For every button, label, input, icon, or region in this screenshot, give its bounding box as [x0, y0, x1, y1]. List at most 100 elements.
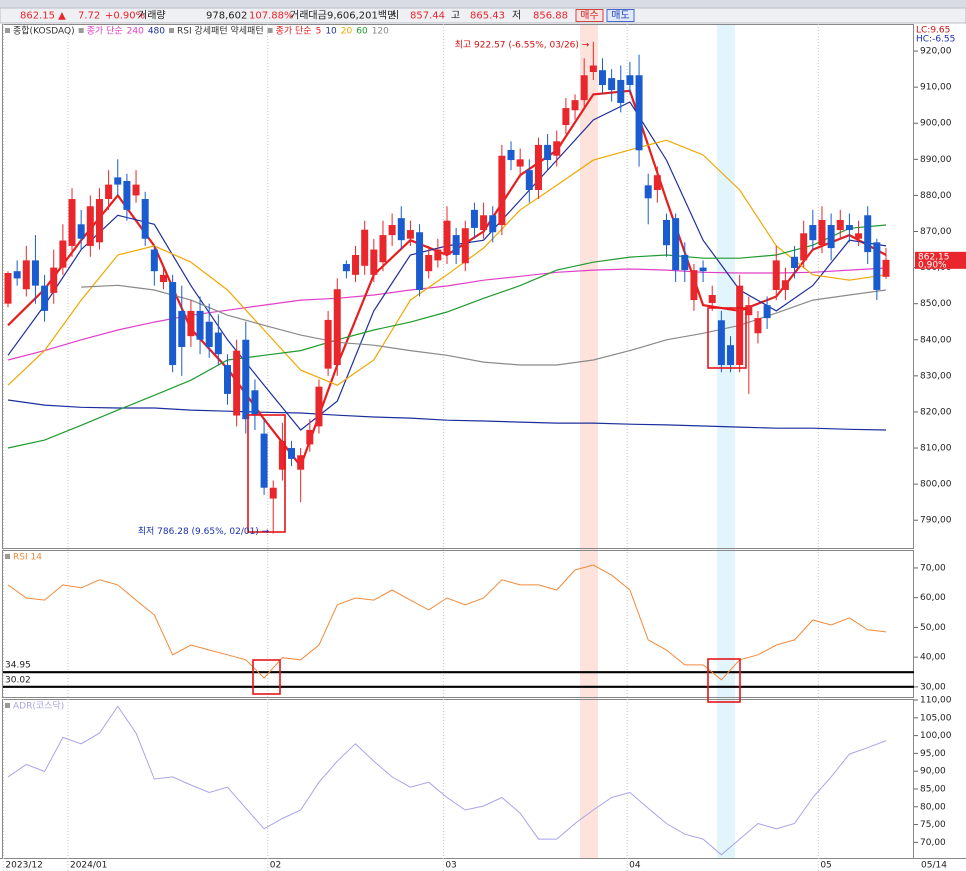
- pattern-box: [247, 414, 286, 533]
- pattern-box: [707, 658, 741, 703]
- candle-body: [763, 305, 771, 319]
- sell-button[interactable]: [606, 9, 635, 22]
- x-tick-label: 02: [270, 861, 281, 871]
- sell-label[interactable]: 매도: [611, 10, 629, 22]
- candle-body: [498, 155, 506, 226]
- x-tick-label: 2024/01: [70, 861, 107, 871]
- candle-body: [580, 75, 588, 101]
- rsi-panel: [2, 550, 914, 698]
- candle-body: [4, 273, 12, 304]
- moving-average: [7, 224, 887, 449]
- candle-body: [544, 144, 552, 161]
- moving-average: [7, 101, 887, 431]
- candle-body: [754, 318, 762, 334]
- candle-body: [845, 225, 853, 231]
- pattern-boxes: [247, 307, 747, 703]
- buy-label[interactable]: 매수: [580, 10, 598, 22]
- candle-body: [425, 254, 433, 272]
- legend-entry: 240: [127, 27, 144, 37]
- legend-entry: 10: [325, 27, 337, 37]
- candle-body: [123, 180, 131, 210]
- candle-body: [836, 219, 844, 231]
- candle-body: [681, 254, 689, 271]
- adr-panel: [2, 699, 914, 859]
- candle-body: [434, 249, 442, 261]
- candle-body: [791, 256, 799, 268]
- level-label: 34.95: [5, 661, 31, 671]
- buy-button[interactable]: [575, 9, 604, 22]
- candle-body: [105, 184, 113, 200]
- candle-body: [13, 271, 21, 279]
- candle-body: [260, 433, 268, 488]
- legend-pattern: RSI 강세패턴 약세패턴: [177, 25, 264, 37]
- candle-body: [589, 65, 597, 72]
- pattern-box: [252, 659, 281, 695]
- candle-body: [77, 224, 85, 239]
- y-tick-label: 800,00: [920, 480, 952, 490]
- y-tick-label: 90,00: [920, 767, 946, 777]
- y-tick-label: 880,00: [920, 191, 952, 201]
- y-tick-label: 80,00: [920, 802, 946, 812]
- candle-body: [745, 305, 753, 316]
- y-tick-label: 920,00: [920, 47, 952, 57]
- candle-body: [388, 225, 396, 236]
- range-label: LC:9.65: [916, 26, 950, 36]
- candle-body: [22, 260, 30, 290]
- candle-body: [114, 177, 122, 185]
- candle-body: [653, 175, 661, 191]
- candle-body: [571, 100, 579, 111]
- candle-body: [525, 170, 533, 191]
- candle-body: [95, 199, 103, 243]
- low-annotation: 최저 786.28 (9.65%, 02/01) →: [138, 526, 270, 537]
- y-tick-label: 110,00: [920, 696, 952, 706]
- candle-body: [635, 75, 643, 151]
- info-label: 고: [451, 11, 460, 22]
- candle-body: [278, 440, 286, 470]
- info-price: 862.15 ▲: [20, 11, 66, 22]
- candle-body: [205, 321, 213, 347]
- y-tick-label: 60,00: [920, 593, 946, 603]
- candle-body: [31, 260, 39, 286]
- panel-title: ADR(코스닥): [13, 701, 64, 712]
- candle-body: [708, 295, 716, 303]
- candle-body: [269, 487, 277, 499]
- y-tick-label: 850,00: [920, 299, 952, 309]
- y-tick-label: 70,00: [920, 838, 946, 848]
- marks: [2, 24, 918, 871]
- candle-body: [370, 249, 378, 275]
- candle-body: [663, 219, 670, 246]
- panel-title: RSI 14: [13, 553, 42, 563]
- candle-body: [443, 220, 451, 255]
- candle-body: [233, 350, 241, 416]
- legend-bullet: [5, 703, 10, 708]
- info-low: 856.88: [533, 11, 568, 22]
- info-high: 865.43: [470, 11, 505, 22]
- legend-entry: 120: [372, 27, 389, 37]
- high-annotation: 최고 922.57 (-6.55%, 03/26) →: [455, 39, 590, 50]
- candle-body: [598, 70, 606, 85]
- y-tick-label: 900,00: [920, 119, 952, 129]
- y-tick-label: 840,00: [920, 335, 952, 345]
- info-bar-texts: 862.15 ▲ 7.72 +0.90% 거래량 978,602 107.88%…: [20, 9, 635, 22]
- candle-body: [132, 184, 140, 196]
- candle-body: [772, 260, 780, 290]
- candle-body: [41, 285, 49, 311]
- y-tick-label: 75,00: [920, 820, 946, 830]
- candle-body: [626, 75, 634, 85]
- candle-body: [864, 215, 872, 253]
- candle-body: [562, 108, 570, 126]
- indicator-line: [7, 705, 887, 856]
- candle-body: [333, 289, 341, 366]
- candle-body: [717, 320, 725, 366]
- candle-body: [242, 339, 250, 420]
- candle-body: [150, 249, 158, 272]
- legend-bullet: [78, 28, 84, 33]
- legend-entry: 60: [356, 27, 368, 37]
- panel-frames: [0, 24, 966, 859]
- info-open: 857.44: [410, 11, 445, 22]
- candle-body: [59, 240, 67, 268]
- info-label: 저: [512, 10, 521, 22]
- candle-body: [818, 219, 826, 246]
- candle-body: [342, 263, 350, 272]
